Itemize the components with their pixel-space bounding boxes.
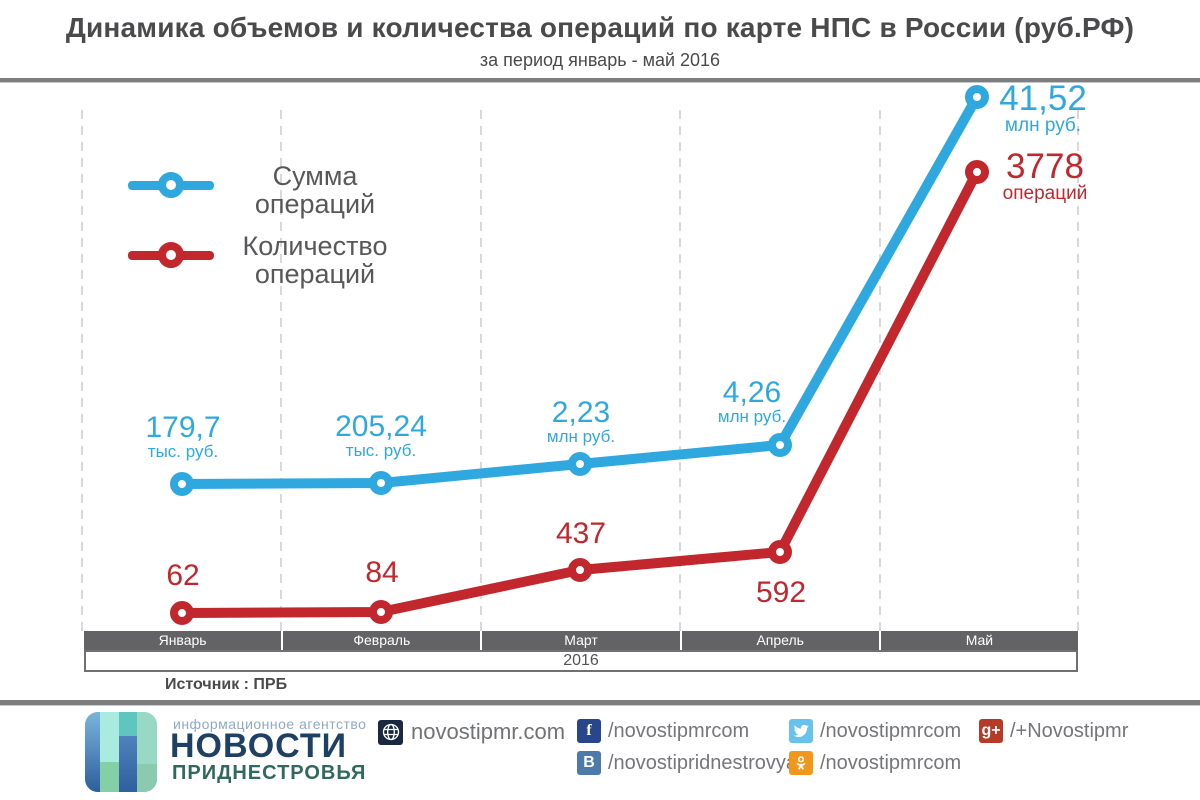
agency-logo-icon — [85, 712, 157, 792]
facebook-icon: f — [577, 719, 601, 743]
legend-label-count: Количество операций — [242, 231, 388, 289]
page-subtitle: за период январь - май 2016 — [479, 50, 721, 70]
data-point — [965, 85, 989, 109]
month-label: Март — [482, 631, 682, 650]
x-axis-month-bar: Январь Февраль Март Апрель Май — [84, 631, 1078, 650]
vk-link[interactable]: В /novostipridnestrovya — [577, 751, 797, 775]
legend-marker-count — [158, 242, 184, 268]
twitter-icon — [789, 719, 813, 743]
month-label: Февраль — [283, 631, 483, 650]
vk-icon: В — [577, 751, 601, 775]
website-label: novostipmr.com — [411, 719, 566, 744]
google-plus-icon: g+ — [979, 719, 1003, 743]
agency-tagline: информационное агентство — [173, 716, 367, 732]
brand-name-line2: ПРИДНЕСТРОВЬЯ — [172, 762, 367, 784]
data-point — [768, 540, 792, 564]
legend-marker-sum — [158, 172, 184, 198]
month-label: Апрель — [682, 631, 881, 650]
data-point — [568, 452, 592, 476]
legend-label-sum: Сумма операций — [254, 161, 376, 219]
google-plus-link[interactable]: g+ /+Novostipmr — [979, 719, 1128, 743]
data-point — [170, 472, 194, 496]
line-chart — [81, 85, 1079, 631]
header-divider — [0, 78, 1200, 83]
website-link[interactable]: novostipmr.com — [378, 719, 565, 745]
agency-logo — [85, 712, 157, 797]
facebook-link[interactable]: f /novostipmrcom — [577, 719, 749, 743]
series-line-0 — [177, 92, 982, 489]
twitter-link[interactable]: /novostipmrcom — [789, 719, 961, 743]
source-note: Источник : ПРБ — [165, 676, 288, 693]
month-label: Май — [965, 632, 994, 648]
page-title: Динамика объемов и количества операций п… — [65, 12, 1135, 43]
data-point — [568, 558, 592, 582]
data-point — [369, 600, 393, 624]
footer-divider — [0, 700, 1200, 706]
odnoklassniki-link[interactable]: /novostipmrcom — [789, 751, 961, 775]
data-point — [768, 433, 792, 457]
data-point — [170, 601, 194, 625]
data-point — [369, 471, 393, 495]
brand-name-line1: НОВОСТИ — [170, 727, 348, 765]
odnoklassniki-icon — [789, 751, 813, 775]
x-axis-year-box: 2016 — [84, 650, 1078, 672]
globe-icon — [378, 719, 403, 745]
data-point — [965, 160, 989, 184]
month-label: Январь — [84, 631, 284, 650]
